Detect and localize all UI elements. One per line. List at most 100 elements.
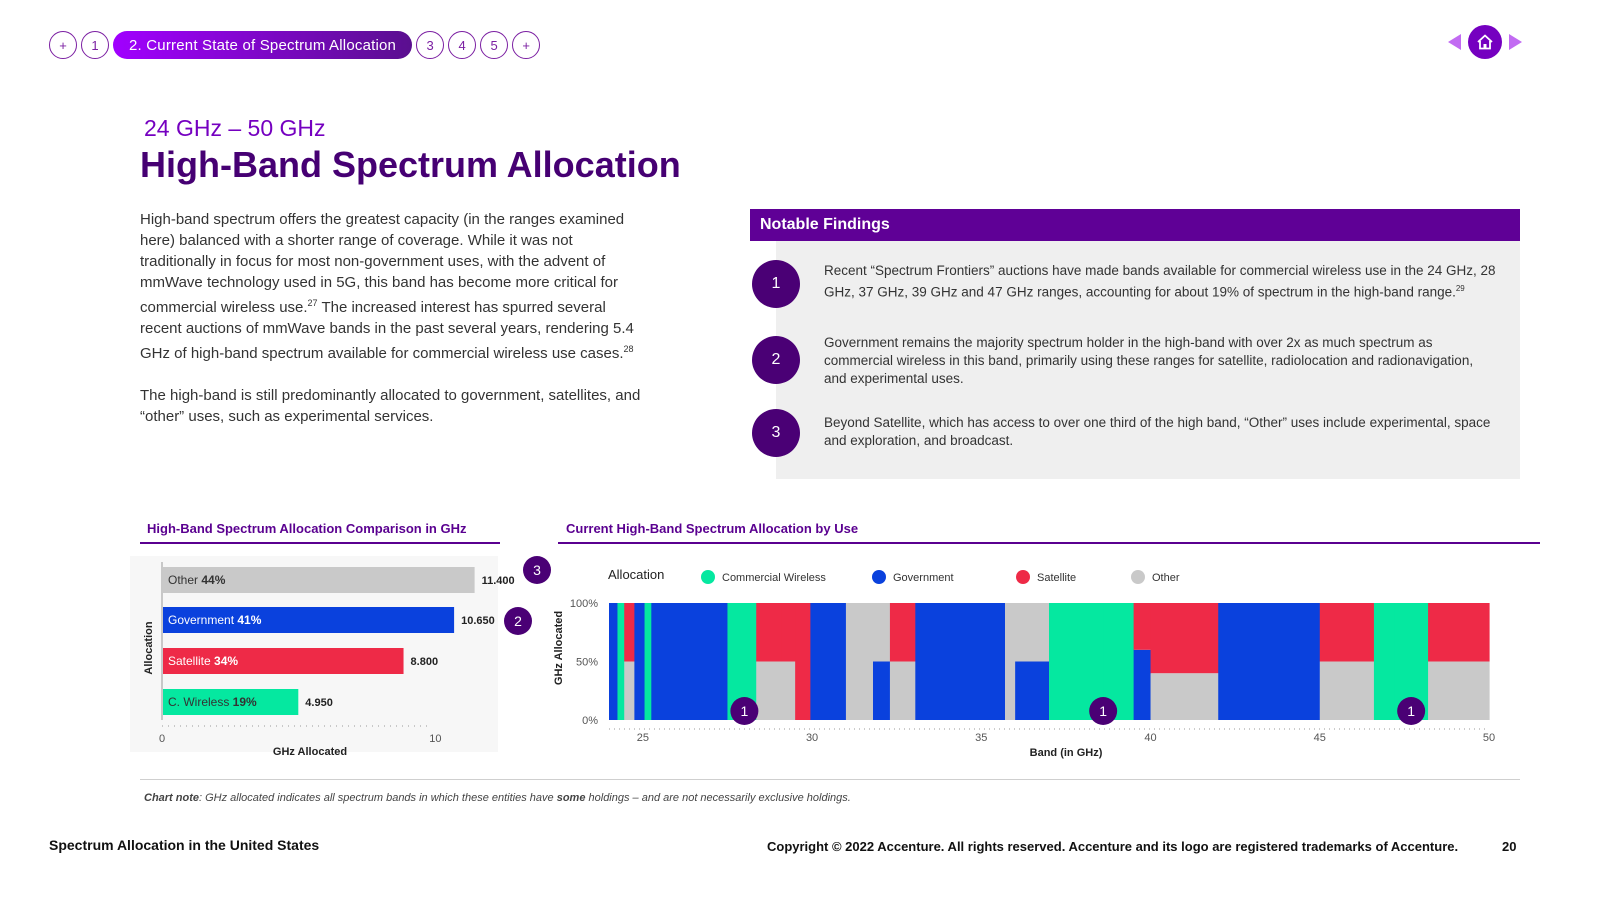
bar-government [163,607,455,633]
page-title: High-Band Spectrum Allocation [140,144,681,185]
finding-text: Recent “Spectrum Frontiers” auctions hav… [824,263,1496,300]
callout-number: 1 [1099,703,1107,719]
callout-number: 2 [514,613,522,629]
band-segment-satellite [889,603,916,662]
finding-number: 2 [752,336,800,384]
x-tick-label: 0 [159,733,165,745]
band-segment-satellite [1319,603,1375,662]
home-icon [1477,34,1493,50]
footer-report-title: Spectrum Allocation in the United States [49,837,320,853]
nav-section-2-active-tab[interactable]: 2. Current State of Spectrum Allocation [113,31,413,59]
callout-badge [504,607,532,635]
bar-category-name: Other [168,573,201,587]
x-tick-label: 45 [1314,732,1326,744]
band-segment-government [651,603,729,720]
band-chart-title-rule [558,542,1540,544]
callout-number: 1 [740,703,748,719]
home-button[interactable] [1468,25,1502,59]
finding-text: Beyond Satellite, which has access to ov… [824,415,1491,448]
band-segment-government [810,603,847,720]
band-segment-other [781,661,796,720]
legend-swatch-government [872,570,886,584]
finding-text: Government remains the majority spectrum… [824,335,1474,386]
bar-category-name: Government [168,613,237,627]
band-segment-other [1428,661,1490,720]
nav-add-before-button[interactable]: + [49,31,77,59]
band-segment-commercial [1373,603,1395,720]
x-tick-label: 50 [1483,732,1495,744]
legend-swatch-commercial [701,570,715,584]
bar-category-name: C. Wireless [168,695,233,709]
band-segment-other [845,603,874,720]
band-segment-satellite [756,603,783,662]
nav-section-3-button[interactable]: 3 [416,31,445,59]
band-segment-other [1005,603,1016,720]
findings-panel [776,241,1520,479]
band-segment-other [873,603,891,662]
intro-paragraph-1: High-band spectrum offers the greatest c… [140,211,634,362]
bar-percent-label: 44% [201,573,225,587]
page-subtitle: 24 GHz – 50 GHz [144,115,326,141]
band-segment-government [915,603,1006,720]
callout-badge [1089,697,1118,725]
finding-number: 3 [752,409,800,457]
x-axis-title: GHz Allocated [273,746,347,758]
bar-chart-title-rule [140,542,500,544]
legend-swatch-satellite [1016,570,1030,584]
band-segment-other [624,661,635,720]
callout-number: 1 [1407,703,1415,719]
legend-label: Government [893,572,954,584]
band-segment-other [756,661,783,720]
y-tick-label: 50% [576,657,598,669]
band-segment-government [1133,649,1152,720]
bar-category-label: Government 41% [168,613,262,627]
legend-label: Commercial Wireless [722,572,826,584]
page-navigation [1448,25,1522,59]
bar-category-name: Satellite [168,654,214,668]
allocation-by-use-chart: Allocation Commercial Wireless Government S… [553,567,1495,759]
band-segment-other [889,661,916,720]
band-segment-government [609,603,619,720]
callout-badge [523,556,551,584]
band-segment-satellite [624,603,635,662]
legend-label: Other [1152,572,1180,584]
x-tick-label: 25 [637,732,649,744]
footer-divider [140,779,1520,780]
x-tick-label: 30 [806,732,818,744]
findings-heading: Notable Findings [750,209,1520,241]
next-page-icon[interactable] [1509,34,1522,50]
bar-category-label: Other 44% [168,573,226,587]
chart-note: Chart note: GHz allocated indicates all … [144,792,851,804]
band-segment-government [873,661,891,720]
band-segment-satellite [1428,603,1490,662]
legend-label: Satellite [1037,572,1076,584]
band-segment-government [1015,661,1050,720]
callout-badge [1397,697,1426,725]
x-tick-label: 35 [975,732,987,744]
nav-section-5-button[interactable]: 5 [480,31,509,59]
y-axis-title: Allocation [143,621,155,674]
nav-add-after-button[interactable]: + [512,31,541,59]
nav-section-4-button[interactable]: 4 [448,31,477,59]
callout-number: 3 [533,562,541,578]
band-segment-satellite [781,603,796,662]
bar-percent-label: 19% [233,695,257,709]
allocation-comparison-chart: Other 44% 11.400 Government 41% 10.650 Satel… [130,556,551,758]
band-chart-title: Current High-Band Spectrum Allocation by… [566,521,859,536]
band-segment-government [634,603,646,720]
bar-value-label: 10.650 [461,615,495,627]
band-segment-other [1319,661,1375,720]
nav-section-1-button[interactable]: 1 [81,31,109,59]
bar-c-wireless [163,689,299,715]
finding-number: 1 [752,260,800,308]
callout-badge [730,697,759,725]
band-segment-satellite [1133,603,1152,650]
page-number: 20 [1502,839,1517,854]
bar-category-label: Satellite 34% [168,654,238,668]
band-segment-commercial [644,603,652,720]
band-segment-other [1015,603,1050,662]
band-segment-commercial [617,603,625,720]
bar-other [163,567,475,593]
previous-page-icon[interactable] [1448,34,1461,50]
bar-value-label: 11.400 [482,575,515,587]
